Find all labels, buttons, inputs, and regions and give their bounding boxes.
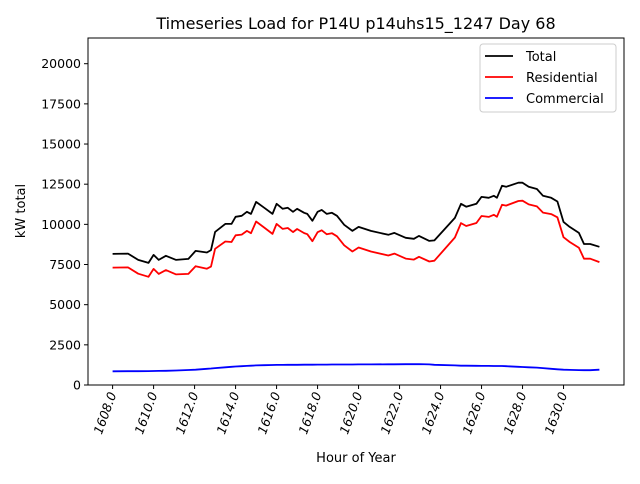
y-tick-label: 10000: [41, 217, 81, 232]
legend-label-total: Total: [525, 50, 556, 65]
series-layer: [112, 181, 600, 373]
legend: Total Residential Commercial: [479, 43, 617, 113]
plot-frame: [87, 37, 625, 386]
series-line-total: [112, 181, 600, 264]
y-axis: 0 2500 5000 7500 10000 12500 15000 17500 20000: [41, 56, 88, 393]
x-axis-label: Hour of Year: [316, 451, 396, 466]
y-axis-label: kW total: [14, 184, 29, 238]
legend-label-residential: Residential: [526, 71, 598, 86]
series-line-commercial: [112, 363, 600, 373]
legend-box: [479, 43, 617, 113]
y-tick-label: 7500: [49, 257, 81, 272]
chart-title: Timeseries Load for P14U p14uhs15_1247 D…: [155, 14, 555, 34]
y-tick-label: 12500: [41, 177, 81, 192]
y-tick-label: 0: [73, 378, 81, 393]
legend-label-commercial: Commercial: [526, 92, 604, 107]
y-tick-label: 20000: [41, 56, 81, 71]
y-tick-label: 17500: [41, 96, 81, 111]
y-tick-label: 2500: [49, 337, 81, 352]
y-tick-label: 5000: [49, 297, 81, 312]
y-tick-label: 15000: [41, 137, 81, 152]
series-line-residential: [112, 199, 600, 278]
